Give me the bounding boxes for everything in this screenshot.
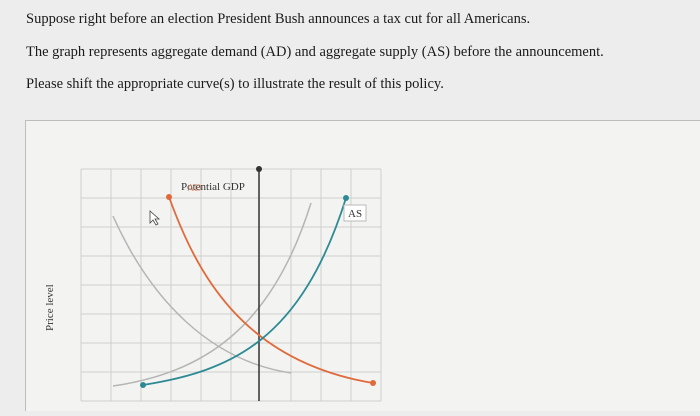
graph-panel: Potential GDP AD AS Price level	[25, 120, 700, 411]
as-handle[interactable]	[140, 382, 146, 388]
graph: Potential GDP AD AS Price level	[44, 166, 382, 402]
question-line: The graph represents aggregate demand (A…	[26, 44, 604, 60]
potential-gdp-handle[interactable]	[256, 166, 262, 172]
ad-curve[interactable]	[168, 196, 374, 384]
original-ad-curve	[112, 215, 292, 374]
question-line: Suppose right before an election Preside…	[26, 11, 531, 27]
question-line: Please shift the appropriate curve(s) to…	[26, 76, 444, 92]
as-curve[interactable]	[142, 197, 347, 386]
ad-handle[interactable]	[166, 194, 172, 200]
original-as-curve	[112, 202, 312, 387]
potential-gdp-label: Potential GDP	[181, 181, 245, 193]
ad-label: AD	[187, 183, 201, 194]
grid	[80, 168, 382, 402]
y-axis-label: Price level	[44, 284, 56, 331]
as-label-box	[343, 204, 367, 222]
as-handle[interactable]	[343, 195, 349, 201]
cursor	[149, 210, 161, 226]
ad-handle[interactable]	[370, 380, 376, 386]
as-label: AS	[348, 208, 362, 220]
graph-content: Potential GDP AD AS Price level	[44, 166, 382, 402]
